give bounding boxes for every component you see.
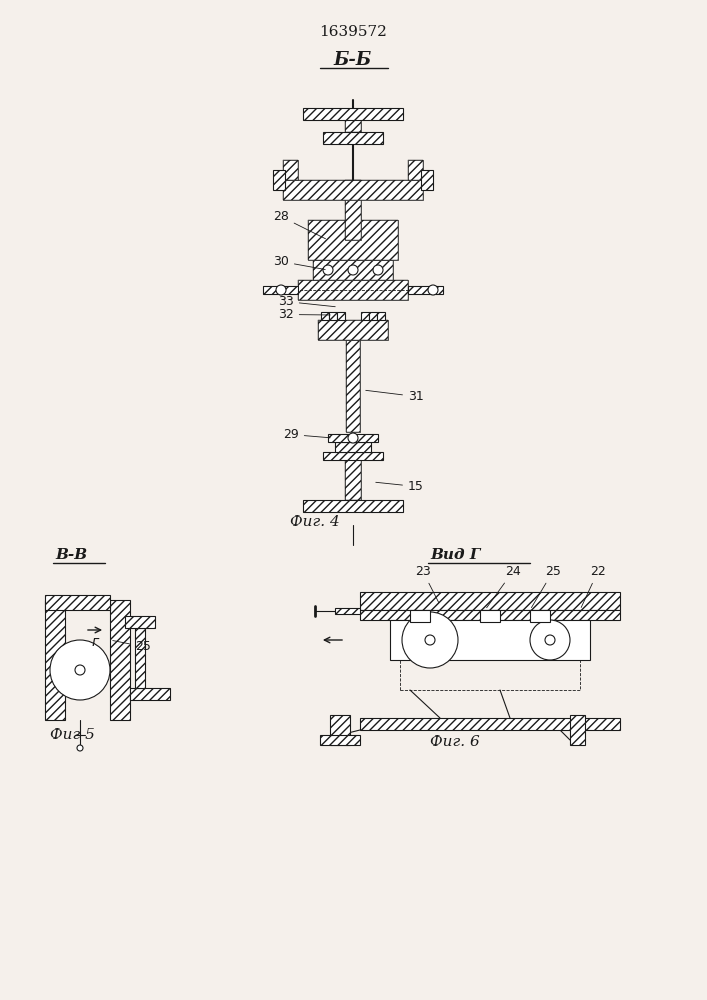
Text: 25: 25: [532, 565, 561, 608]
Circle shape: [348, 265, 358, 275]
Bar: [337, 312, 345, 320]
Bar: [360, 592, 620, 610]
Polygon shape: [346, 340, 360, 432]
Bar: [377, 312, 385, 320]
Circle shape: [323, 265, 333, 275]
Bar: [125, 616, 155, 628]
Bar: [135, 628, 145, 688]
Bar: [360, 718, 620, 730]
Bar: [323, 132, 383, 144]
Text: Фиг 5: Фиг 5: [50, 728, 95, 742]
Bar: [330, 715, 350, 745]
Polygon shape: [308, 220, 398, 260]
Text: 23: 23: [415, 565, 439, 603]
Bar: [335, 442, 371, 452]
Bar: [421, 170, 433, 190]
Bar: [335, 608, 360, 614]
Polygon shape: [318, 320, 388, 340]
Bar: [329, 312, 337, 320]
Circle shape: [428, 285, 438, 295]
Polygon shape: [283, 160, 298, 180]
Bar: [130, 688, 170, 700]
Bar: [408, 286, 443, 294]
Bar: [400, 610, 580, 690]
Text: Фиг. 6: Фиг. 6: [430, 735, 480, 749]
Polygon shape: [345, 120, 361, 132]
Text: г: г: [91, 635, 98, 649]
Circle shape: [77, 745, 83, 751]
Text: 1639572: 1639572: [319, 25, 387, 39]
Circle shape: [50, 640, 110, 700]
Text: 33: 33: [278, 295, 335, 308]
Text: 32: 32: [278, 308, 330, 321]
Circle shape: [276, 285, 286, 295]
Text: Вид Г: Вид Г: [430, 548, 480, 562]
Text: 25: 25: [112, 640, 151, 653]
Text: 24: 24: [486, 565, 521, 608]
Text: 30: 30: [273, 255, 325, 270]
Polygon shape: [345, 180, 361, 240]
Polygon shape: [283, 180, 423, 200]
Polygon shape: [408, 160, 423, 180]
Polygon shape: [345, 460, 361, 500]
Circle shape: [425, 635, 435, 645]
Bar: [320, 735, 360, 745]
Bar: [480, 610, 500, 622]
Bar: [303, 108, 403, 120]
Bar: [45, 595, 110, 610]
Text: 15: 15: [375, 480, 424, 493]
Bar: [303, 500, 403, 512]
Polygon shape: [313, 260, 393, 280]
Text: 29: 29: [283, 428, 330, 441]
Circle shape: [545, 635, 555, 645]
Circle shape: [373, 265, 383, 275]
Bar: [328, 434, 378, 442]
Bar: [369, 312, 377, 320]
Bar: [263, 286, 298, 294]
Polygon shape: [298, 280, 408, 300]
Circle shape: [348, 433, 358, 443]
Text: 31: 31: [366, 390, 423, 403]
Circle shape: [530, 620, 570, 660]
Bar: [323, 452, 383, 460]
Text: Б-Б: Б-Б: [334, 51, 372, 69]
Text: В-В: В-В: [55, 548, 87, 562]
Bar: [530, 610, 550, 622]
Text: 28: 28: [273, 210, 325, 239]
Text: 22: 22: [581, 565, 606, 607]
Circle shape: [402, 612, 458, 668]
Bar: [321, 312, 329, 320]
Bar: [570, 715, 585, 745]
Circle shape: [75, 665, 85, 675]
Text: Фиг. 4: Фиг. 4: [290, 515, 340, 529]
Bar: [45, 600, 65, 720]
Bar: [410, 610, 430, 622]
Bar: [360, 610, 620, 620]
Bar: [361, 312, 369, 320]
Bar: [110, 600, 130, 720]
Bar: [273, 170, 285, 190]
Bar: [390, 620, 590, 660]
